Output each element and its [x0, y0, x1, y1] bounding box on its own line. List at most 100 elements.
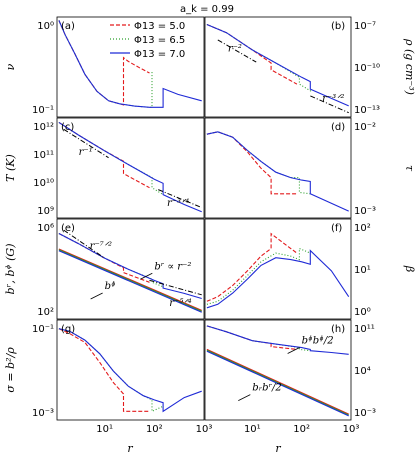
- panel-frame: [204, 117, 352, 219]
- x-tick-label: 10¹: [244, 424, 261, 435]
- panel-letter: (d): [331, 122, 345, 133]
- power-law-guide: [63, 128, 109, 159]
- y-tick-label: 10⁻¹⁰: [354, 63, 380, 74]
- y-tick-label: 10⁻⁷: [354, 21, 376, 32]
- panel-8: bᶲbᶲ/2 bᵣbʳ/2 (h) 10¹¹ 10⁴ 10⁻³ 10¹ 10² 10³: [204, 319, 376, 435]
- legend-entry: Φ13 = 6.5: [134, 35, 185, 46]
- y-tick-label: 10⁻³: [354, 206, 376, 217]
- y-tick-label: 10⁴: [354, 366, 371, 377]
- annotation-label: r⁻⁵ᐟ⁴: [169, 298, 191, 309]
- panel-letter: (g): [61, 324, 75, 335]
- panel-3: r⁻¹ r⁻³ᐟ⁴ (c) 10¹² 10¹¹ 10¹⁰ 10⁹ T (K): [4, 117, 205, 219]
- series-line-3: [58, 233, 202, 300]
- power-law-guide: [310, 95, 349, 114]
- panel-6: (f) 10² 10¹ 10⁰ β: [204, 218, 415, 320]
- power-law-guide: [158, 189, 202, 209]
- x-tick-label: 10²: [293, 424, 310, 435]
- annotation-label: bʳ ∝ r⁻²: [154, 261, 191, 272]
- annotation-label: bᵣbʳ/2: [252, 383, 281, 394]
- y-axis-label: τ: [403, 165, 415, 172]
- panel-frame: [56, 218, 205, 320]
- y-axis-label: bʳ, bᶲ (G): [4, 244, 17, 295]
- y-tick-label: 10⁰: [354, 307, 371, 318]
- y-axis-label: σ = b²/ρ: [4, 347, 17, 393]
- panel-frame: [56, 319, 205, 421]
- y-axis-label: ν: [4, 63, 17, 70]
- power-law-guide: [217, 39, 257, 63]
- series-line-4: [58, 248, 202, 311]
- panel-letter: (a): [61, 21, 75, 32]
- y-tick-label: 10⁶: [37, 223, 54, 234]
- series-line-2: [206, 23, 312, 93]
- series-line-2: [58, 20, 153, 108]
- y-tick-label: 10¹²: [33, 122, 54, 133]
- panel-letter: (f): [331, 223, 342, 234]
- annotation-label: r⁻¹: [79, 147, 93, 158]
- annotation-arrow: [238, 394, 251, 401]
- series-line-3: [58, 121, 202, 213]
- series-line-4: [206, 348, 349, 415]
- annotation-arrow: [287, 347, 300, 354]
- panel-1: (a) 10⁰ 10⁻¹ ν: [4, 16, 205, 118]
- legend: Φ13 = 5.0 Φ13 = 6.5 Φ13 = 7.0: [110, 21, 185, 60]
- series-line-1: [58, 20, 150, 106]
- y-tick-label: 10⁹: [37, 206, 54, 217]
- y-tick-label: 10⁻³: [32, 408, 54, 419]
- x-tick-label: 10³: [343, 424, 360, 435]
- y-tick-label: 10¹⁰: [33, 178, 54, 189]
- series-line-3: [206, 23, 349, 107]
- series-line-6: [58, 250, 202, 313]
- y-tick-label: 10⁻¹: [32, 105, 54, 116]
- panel-frame: [204, 218, 352, 320]
- annotation-label: r⁻⁷ᐟ²: [90, 241, 112, 252]
- series-line-1: [58, 328, 150, 412]
- series-line-2: [58, 121, 164, 196]
- series-line-1: [206, 232, 298, 302]
- series-line-3: [206, 325, 349, 355]
- x-tick-label: 10²: [146, 424, 163, 435]
- y-axis-label: ρ (g cm⁻³): [403, 38, 415, 95]
- annotation-label: bᶲ: [105, 281, 116, 292]
- series-line-3: [58, 20, 202, 108]
- panel-2: r⁻² r⁻³ᐟ² (b) 10⁻⁷ 10⁻¹⁰ 10⁻¹³ ρ (g cm⁻³): [204, 16, 415, 118]
- series-line-1: [206, 131, 297, 195]
- panel-letter: (e): [61, 223, 75, 234]
- x-tick-label: 10³: [196, 424, 213, 435]
- panel-frame: [56, 16, 205, 118]
- power-law-guide: [149, 279, 202, 296]
- series-line-3: [206, 131, 349, 212]
- series-line-5: [58, 249, 202, 312]
- panel-frame: [204, 16, 352, 118]
- power-law-guide: [63, 229, 105, 259]
- figure-title: a_k = 0.99: [180, 4, 234, 15]
- y-tick-label: 10¹¹: [33, 150, 54, 161]
- annotation-label: r⁻³ᐟ²: [322, 94, 344, 105]
- series-line-6: [206, 350, 349, 417]
- panel-letter: (b): [331, 21, 345, 32]
- panel-letter: (c): [61, 122, 74, 133]
- panel-4: (d) 10⁻² 10⁻³ τ: [204, 117, 415, 219]
- series-line-3: [206, 249, 350, 309]
- y-tick-label: 10⁻¹³: [354, 105, 380, 116]
- panel-frame: [56, 117, 205, 219]
- series-line-2: [206, 131, 311, 195]
- legend-entry: Φ13 = 7.0: [134, 49, 185, 60]
- y-tick-label: 10²: [354, 223, 371, 234]
- panel-5: r⁻⁷ᐟ² r⁻⁵ᐟ⁴ bʳ ∝ r⁻² bᶲ (e) 10⁶ 10² bʳ, bᶲ (G): [4, 218, 205, 320]
- y-tick-label: 10⁰: [37, 21, 54, 32]
- x-axis-label-right: r: [275, 442, 281, 455]
- panel-frame: [204, 319, 352, 421]
- annotation-label: r⁻²: [228, 43, 242, 54]
- y-axis-label: β: [403, 265, 415, 272]
- series-line-3: [58, 328, 202, 413]
- annotation-arrow: [90, 292, 103, 300]
- panel-letter: (h): [331, 324, 345, 335]
- y-tick-label: 10¹¹: [354, 324, 375, 335]
- y-tick-label: 10⁻²: [354, 122, 376, 133]
- legend-entry: Φ13 = 5.0: [134, 21, 185, 32]
- y-tick-label: 10⁻³: [354, 408, 376, 419]
- series-line-2: [206, 247, 311, 305]
- annotation-label: bᶲbᶲ/2: [302, 336, 334, 347]
- series-line-1: [206, 23, 298, 85]
